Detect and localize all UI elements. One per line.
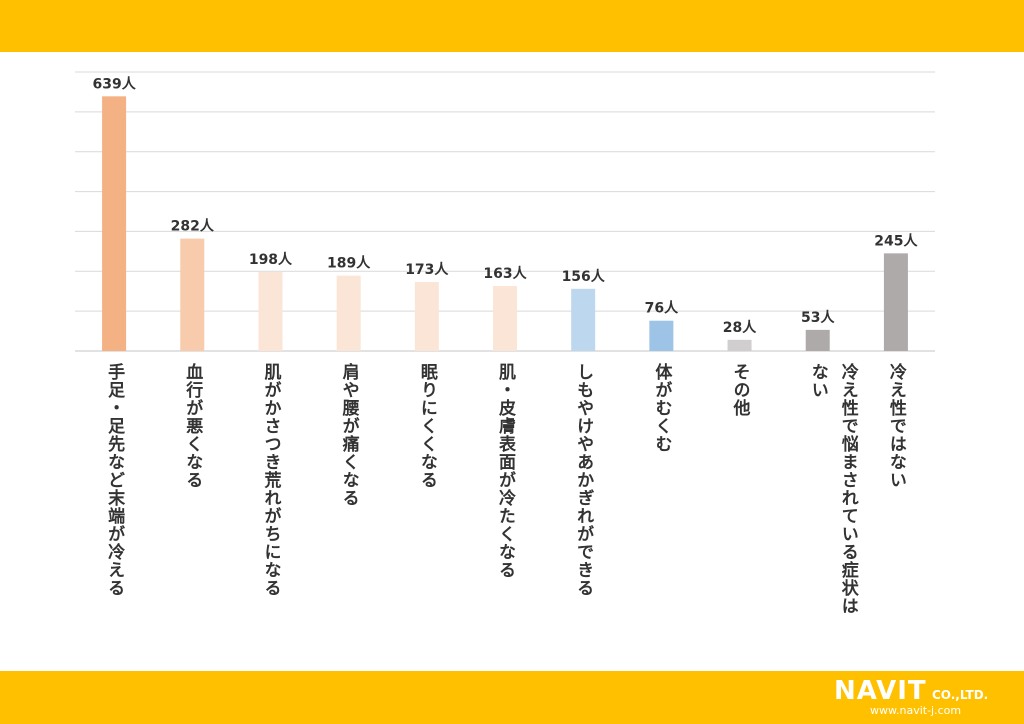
category-label: 手足・足先など末端が冷える bbox=[104, 363, 125, 597]
data-label: 189人 bbox=[327, 255, 371, 272]
data-label: 76人 bbox=[645, 300, 679, 317]
category-label: 眠りにくくなる bbox=[416, 363, 437, 489]
bar bbox=[805, 329, 830, 351]
data-label: 639人 bbox=[92, 75, 136, 92]
category-label: その他 bbox=[729, 363, 750, 417]
logo-text: NAVIT bbox=[834, 676, 927, 706]
data-label: 163人 bbox=[483, 265, 527, 282]
data-label: 198人 bbox=[249, 251, 293, 268]
category-label: 血行が悪くなる bbox=[182, 363, 203, 489]
category-label: しもやけやあかぎれができる bbox=[573, 363, 594, 597]
bar bbox=[649, 320, 674, 351]
header-bar bbox=[0, 0, 1024, 52]
gridlines bbox=[75, 71, 935, 352]
category-label: 冷え性で悩まされている症状は ない bbox=[807, 363, 858, 615]
category-label: 冷え性ではない bbox=[885, 363, 906, 489]
value-labels: 639人 282人 198人 189人 173人 163人 156人 76人 28人 53人 245… bbox=[92, 75, 918, 336]
bars bbox=[102, 96, 908, 351]
data-label: 173人 bbox=[405, 261, 449, 278]
data-label: 156人 bbox=[562, 268, 606, 285]
category-label: 肌・皮膚表面が冷たくなる bbox=[495, 363, 515, 579]
category-label: 体がむくむ bbox=[651, 363, 672, 453]
bar bbox=[336, 275, 361, 351]
bar bbox=[883, 253, 908, 351]
navit-logo: NAVIT CO.,LTD. www.navit-j.com bbox=[834, 676, 1014, 720]
bar bbox=[414, 282, 439, 351]
data-label: 28人 bbox=[723, 319, 757, 336]
data-label: 282人 bbox=[171, 218, 215, 235]
bar bbox=[180, 238, 205, 351]
data-label: 53人 bbox=[801, 309, 835, 326]
category-label: 肌がかさつき荒れがちになる bbox=[260, 363, 281, 597]
bar bbox=[102, 96, 127, 351]
bar bbox=[571, 288, 596, 351]
footer-bar bbox=[0, 671, 1024, 724]
bar bbox=[493, 286, 517, 351]
bar bbox=[258, 272, 283, 351]
logo-url: www.navit-j.com bbox=[870, 704, 962, 717]
logo-suffix: CO.,LTD. bbox=[932, 688, 989, 702]
bar bbox=[727, 339, 752, 351]
category-label: 肩や腰が痛くなる bbox=[338, 363, 359, 507]
data-label: 245人 bbox=[874, 232, 918, 249]
